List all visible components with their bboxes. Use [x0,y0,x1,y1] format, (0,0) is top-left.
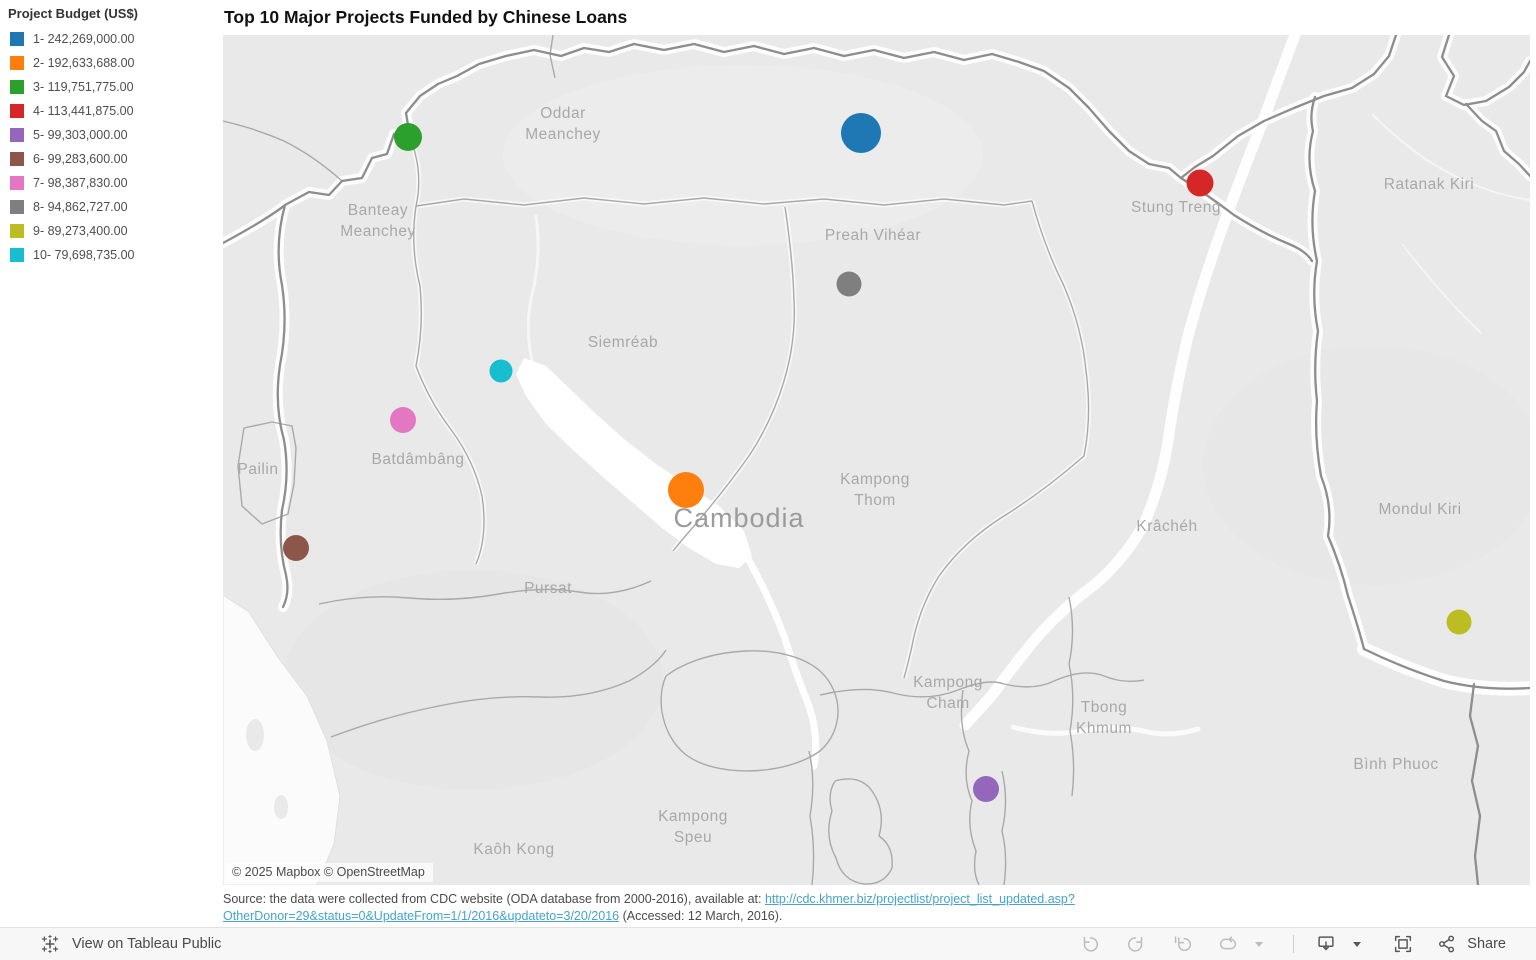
legend-title: Project Budget (US$) [8,6,139,21]
download-icon[interactable] [1314,932,1338,956]
project-marker-rank-3[interactable] [394,123,422,151]
map-place-label: Mondul Kiri [1378,501,1461,518]
legend-item[interactable]: 7- 98,387,830.00 [6,171,218,195]
country-label: Cambodia [673,503,804,533]
map-place-label: Ratanak Kiri [1384,176,1474,193]
map-place-label: Pailin [238,461,279,478]
view-on-tableau-public-label: View on Tableau Public [72,936,222,952]
undo-icon[interactable] [1078,932,1102,956]
legend-label: 1- 242,269,000.00 [33,32,135,46]
page-title: Top 10 Major Projects Funded by Chinese … [224,7,628,27]
map-place-label: Pursat [524,580,572,597]
source-note: Source: the data were collected from CDC… [223,891,1218,924]
legend-item[interactable]: 2- 192,633,688.00 [6,51,218,75]
map-place-label: Banteay Meanchey [340,202,416,240]
project-marker-rank-7[interactable] [390,407,416,433]
legend-item[interactable]: 5- 99,303,000.00 [6,123,218,147]
map-place-label: Siemréab [588,334,658,351]
project-marker-rank-5[interactable] [973,776,999,802]
footer-actions: Share [1078,932,1536,956]
legend-label: 7- 98,387,830.00 [33,176,128,190]
map-place-label: Kampong Cham [913,674,983,712]
project-marker-rank-4[interactable] [1186,169,1214,197]
legend-swatch [10,152,24,166]
legend: Project Budget (US$) 1- 242,269,000.00 2-… [6,4,218,267]
legend-label: 4- 113,441,875.00 [33,104,134,118]
legend-item[interactable]: 6- 99,283,600.00 [6,147,218,171]
map-place-label: Preah Vihéar [825,227,921,244]
legend-item[interactable]: 8- 94,862,727.00 [6,195,218,219]
legend-swatch [10,224,24,238]
project-marker-rank-1[interactable] [841,113,881,153]
map-geography: Oddar Meanchey Banteay Meanchey Siemréab Prea… [223,35,1530,885]
map-place-label: Kaôh Kong [473,841,554,858]
legend-item[interactable]: 3- 119,751,775.00 [6,75,218,99]
map-canvas[interactable]: Oddar Meanchey Banteay Meanchey Siemréab Prea… [223,35,1530,885]
legend-label: 3- 119,751,775.00 [33,80,134,94]
legend-swatch [10,32,24,46]
legend-swatch [10,248,24,262]
legend-label: 5- 99,303,000.00 [33,128,128,142]
footer-toolbar: View on Tableau Public [0,927,1536,960]
map-place-label: Batdâmbâng [372,451,465,468]
project-marker-rank-9[interactable] [1446,609,1472,635]
refresh-icon[interactable] [1216,932,1240,956]
legend-label: 2- 192,633,688.00 [33,56,135,70]
caret-down-icon[interactable] [1247,932,1271,956]
legend-item[interactable]: 4- 113,441,875.00 [6,99,218,123]
legend-swatch [10,200,24,214]
legend-swatch [10,80,24,94]
source-text-prefix: Source: the data were collected from CDC… [223,892,765,906]
map-place-label: Oddar Meanchey [525,105,601,143]
legend-item[interactable]: 9- 89,273,400.00 [6,219,218,243]
caret-down-icon[interactable] [1345,932,1369,956]
fullscreen-icon[interactable] [1391,932,1415,956]
project-marker-rank-8[interactable] [836,271,862,297]
map-place-label: Krâchéh [1136,518,1197,535]
share-label: Share [1467,936,1506,952]
source-text-suffix: (Accessed: 12 March, 2016). [619,908,783,923]
view-on-tableau-public-link[interactable]: View on Tableau Public [0,932,221,956]
legend-label: 10- 79,698,735.00 [33,248,135,262]
map-place-label: Tbong Khmum [1076,699,1132,737]
project-marker-rank-6[interactable] [283,535,309,561]
legend-swatch [10,128,24,142]
legend-label: 6- 99,283,600.00 [33,152,128,166]
legend-label: 9- 89,273,400.00 [33,224,128,238]
map-place-label: Bình Phuoc [1353,756,1438,773]
redo-icon[interactable] [1124,932,1148,956]
legend-swatch [10,176,24,190]
map-place-label: Stung Treng [1131,199,1221,216]
tableau-logo-icon [38,932,62,956]
legend-items: 1- 242,269,000.00 2- 192,633,688.00 3- 119… [6,27,218,267]
source-link[interactable]: http://cdc.khmer.biz/projectlist/project… [223,892,1075,923]
map-attribution[interactable]: © 2025 Mapbox © OpenStreetMap [226,863,433,882]
project-marker-rank-2[interactable] [668,472,704,508]
legend-item[interactable]: 10- 79,698,735.00 [6,243,218,267]
legend-swatch [10,104,24,118]
legend-swatch [10,56,24,70]
project-marker-rank-10[interactable] [489,359,513,383]
legend-item[interactable]: 1- 242,269,000.00 [6,27,218,51]
legend-label: 8- 94,862,727.00 [33,200,128,214]
share-icon [1435,932,1459,956]
map-place-label: Kampong Thom [840,471,910,509]
map-place-label: Kampong Speu [658,808,728,846]
toolbar-separator [1293,935,1295,953]
share-button[interactable]: Share [1435,932,1506,956]
revert-icon[interactable] [1170,932,1194,956]
